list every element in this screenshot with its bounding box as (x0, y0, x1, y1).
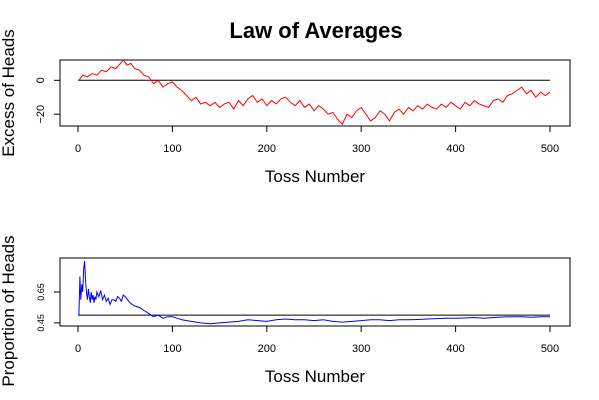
x-tick-label: 100 (163, 143, 181, 155)
chart-title: Law of Averages (229, 18, 402, 43)
proportion-of-heads-panel: 0 100 200 300 400 500 0.45 0.65 Toss Number Propo… (0, 235, 571, 387)
x-tick-label: 0 (75, 343, 81, 355)
series-line (78, 261, 550, 325)
y-tick-label: 0.45 (36, 314, 46, 332)
y-tick-label: 0.65 (36, 283, 46, 301)
x-tick-label: 500 (541, 343, 559, 355)
y-axis-label: Excess of Heads (0, 29, 18, 157)
x-tick-label: 400 (446, 343, 464, 355)
x-tick-label: 100 (163, 343, 181, 355)
x-axis-label: Toss Number (265, 367, 365, 386)
x-tick-label: 300 (352, 343, 370, 355)
y-tick-label: 0 (35, 77, 47, 83)
x-tick-label: 200 (258, 343, 276, 355)
x-tick-label: 300 (352, 143, 370, 155)
excess-of-heads-panel: 0 100 200 300 400 500 −20 0 Toss Number Excess of… (0, 29, 571, 186)
x-tick-label: 200 (258, 143, 276, 155)
series-line (78, 59, 551, 126)
x-tick-label: 0 (75, 143, 81, 155)
x-tick-label: 400 (446, 143, 464, 155)
y-tick-label: −20 (35, 105, 47, 124)
x-tick-label: 500 (541, 143, 559, 155)
plot-frame (59, 257, 571, 327)
plot-frame (59, 59, 571, 127)
x-axis-label: Toss Number (265, 167, 365, 186)
y-axis-label: Proportion of Heads (0, 235, 18, 386)
